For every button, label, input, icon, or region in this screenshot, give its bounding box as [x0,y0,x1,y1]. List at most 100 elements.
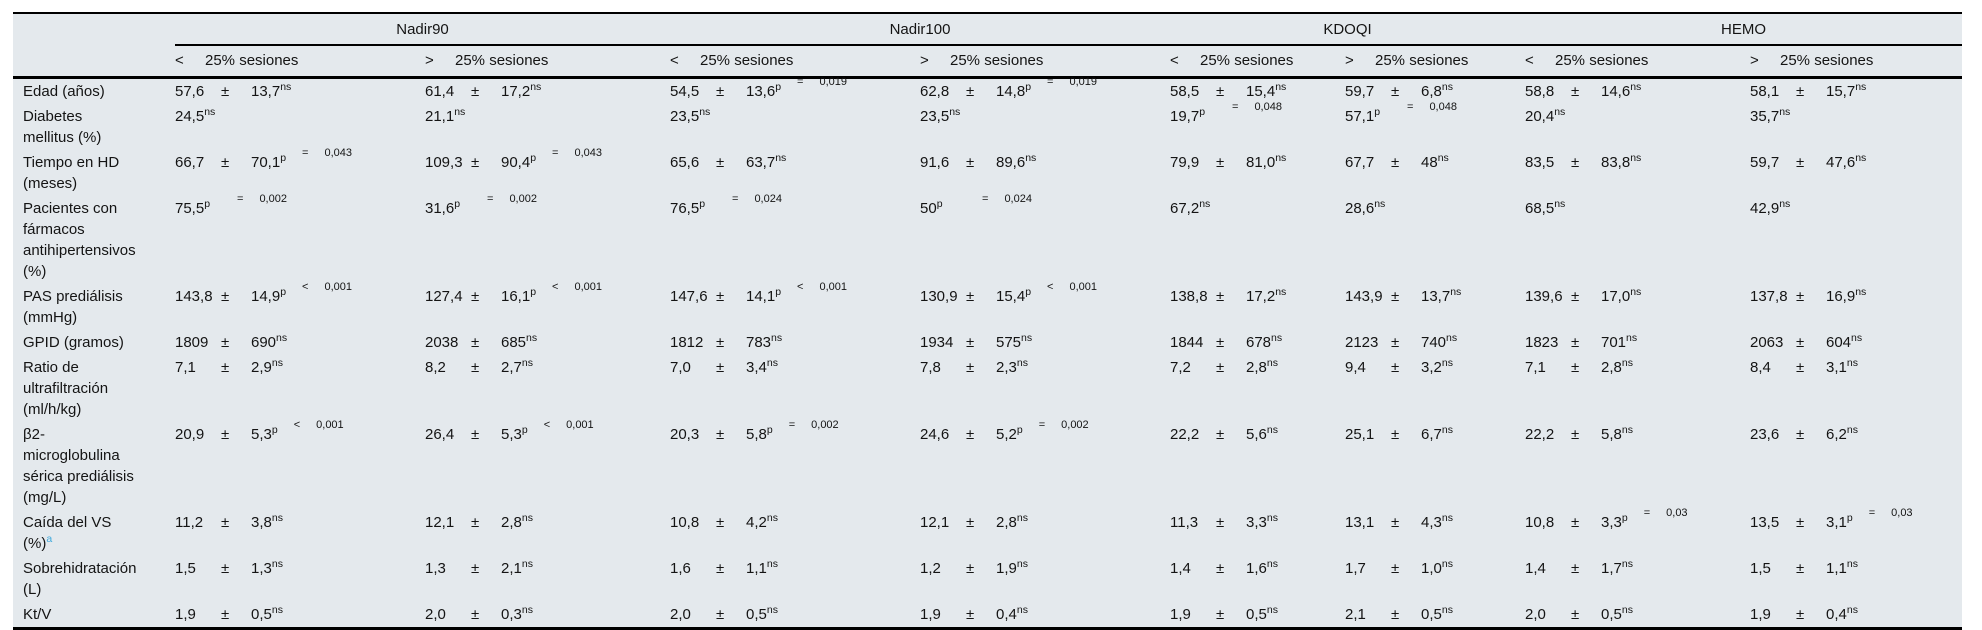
sd-value: 17,2ns [501,81,542,100]
mean-value: 1,6 [670,560,691,577]
mean-value: 11,2 [175,514,204,531]
p-value: 0,001 [1069,281,1098,293]
plus-minus-sign: ± [1571,560,1580,577]
sd-value: 17,2ns [1246,286,1287,305]
p-relation-sign: = [552,147,559,159]
mean-value: 35,7ns [1750,106,1791,125]
plus-minus-sign: ± [1571,606,1580,623]
cell-content: 7,2 ±2,8ns [1170,357,1343,378]
significance-superscript: ns [271,512,283,524]
sd-value: 16,9ns [1826,286,1867,305]
cell-content: 2063 ±604ns [1750,332,1960,353]
significance-superscript: ns [1266,512,1278,524]
p-relation-sign: < [302,281,309,293]
mean-value: 23,6 [1750,426,1780,443]
row-label: Ratio de ultrafiltración (ml/h/kg) [23,359,109,418]
sd-value: 740ns [1421,332,1458,351]
sd-value: 2,8ns [996,512,1028,531]
p-relation-sign: = [1232,101,1239,113]
mean-value: 10,8 [1525,514,1555,531]
plus-minus-sign: ± [221,560,230,577]
p-value: 0,002 [1061,419,1089,431]
significance-superscript: ns [1021,332,1033,344]
sd-value: 2,1ns [501,558,533,577]
significance-superscript: p [775,286,782,298]
data-cell: 57,1p = 0,048 [1345,102,1525,150]
plus-minus-sign: ± [471,514,480,531]
mean-value: 2,1 [1345,606,1366,623]
subheader-row: <25% sesiones >25% sesiones <25% sesiones >… [13,45,1962,79]
mean-value: 26,4 [425,426,455,443]
significance-superscript: ns [521,512,533,524]
significance-superscript: ns [1275,286,1287,298]
footnote-marker: a [46,533,53,545]
mean-value: 1,9 [1750,606,1771,623]
data-cell: 7,8 ±2,3ns [920,355,1170,422]
sd-value: 2,8ns [1601,357,1633,376]
table-row: β2- microglobulina sérica prediálisis (m… [13,419,1962,510]
mean-value: 2,0 [670,606,691,623]
significance-superscript: ns [1621,558,1633,570]
mean-value: 127,4 [425,288,463,305]
plus-minus-sign: ± [471,154,480,171]
cell-content: 2,0 ±0,3ns [425,604,668,625]
mean-value: 2038 [425,334,459,351]
significance-superscript: ns [1846,558,1858,570]
data-cell: 22,2 ±5,8ns [1525,422,1750,510]
plus-minus-sign: ± [221,154,230,171]
data-cell: 22,2 ±5,6ns [1170,422,1345,510]
sd-value: 5,8p [746,424,773,443]
data-cell: 11,3 ±3,3ns [1170,510,1345,556]
significance-superscript: ns [1855,286,1867,298]
p-relation-sign: < [293,419,301,431]
data-cell: 61,4 ±17,2ns [425,78,670,105]
cell-content: 1,9 ±0,5ns [175,604,423,625]
cell-content: 20,3 ±5,8p = 0,002 [670,420,918,445]
cell-content: 11,2 ±3,8ns [175,512,423,533]
cell-content: 138,8 ±17,2ns [1170,286,1343,307]
significance-superscript: ns [530,81,542,93]
cell-content: 13,5 ±3,1p = 0,03 [1750,508,1960,533]
row-label: Tiempo en HD (meses) [23,154,120,192]
mean-value: 1,3 [425,560,446,577]
cell-content: 109,3 ±90,4p = 0,043 [425,148,668,173]
p-value: 0,001 [316,419,344,431]
sd-value: 47,6ns [1826,152,1867,171]
cell-content: 68,5ns [1525,198,1748,219]
data-cell: 1,4 ±1,7ns [1525,556,1750,602]
mean-value: 1,4 [1525,560,1546,577]
plus-minus-sign: ± [1796,560,1805,577]
plus-minus-sign: ± [716,154,725,171]
data-cell: 1934 ±575ns [920,330,1170,355]
significance-superscript: ns [1016,604,1028,616]
mean-value: 65,6 [670,154,700,171]
sd-value: 4,3ns [1421,512,1453,531]
plus-minus-sign: ± [1216,154,1225,171]
mean-value: 42,9ns [1750,198,1791,217]
mean-value: 13,5 [1750,514,1780,531]
data-cell: 12,1 ±2,8ns [920,510,1170,556]
sd-value: 783ns [746,332,783,351]
significance-superscript: ns [1441,604,1453,616]
mean-value: 76,5p [670,198,706,217]
data-cell: 109,3 ±90,4p = 0,043 [425,148,670,196]
plus-minus-sign: ± [221,334,230,351]
data-cell: 62,8 ±14,8p = 0,019 [920,77,1170,105]
significance-superscript: ns [1846,424,1858,436]
significance-superscript: p [1374,106,1381,118]
data-cell: 7,2 ±2,8ns [1170,355,1345,422]
significance-superscript: ns [1630,286,1642,298]
p-relation-sign: = [797,76,804,88]
cell-content: 23,5ns [670,106,918,127]
p-value: 0,03 [1666,507,1688,519]
data-cell: 1844 ±678ns [1170,330,1345,355]
significance-superscript: ns [1846,357,1858,369]
significance-superscript: ns [1199,198,1211,210]
cell-content: 54,5 ±13,6p = 0,019 [670,77,918,102]
cell-content: 1,9 ±0,5ns [1170,604,1343,625]
significance-superscript: ns [1851,332,1863,344]
data-cell: 58,5 ±15,4ns [1170,78,1345,105]
group-header-nadir100: Nadir100 [670,13,1170,46]
mean-value: 1934 [920,334,954,351]
table-row: Tiempo en HD (meses) 66,7 ±70,1p = 0,043 109,… [13,148,1962,196]
